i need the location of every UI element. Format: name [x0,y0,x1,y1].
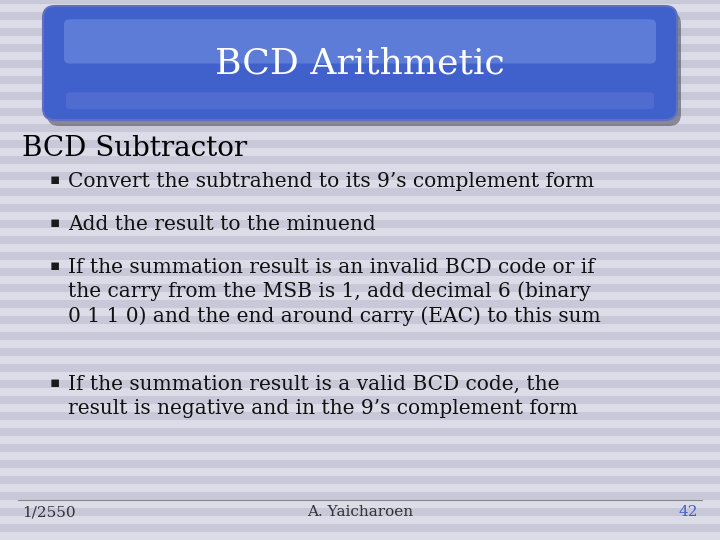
Bar [0,44,720,52]
Text: 1/2550: 1/2550 [22,505,76,519]
Bar [0,76,720,84]
Text: BCD Arithmetic: BCD Arithmetic [215,46,505,80]
Bar [0,252,720,260]
Bar [0,268,720,276]
Text: 42: 42 [678,505,698,519]
FancyBboxPatch shape [47,12,681,126]
Bar [0,508,720,516]
Bar [0,260,720,268]
Bar [0,500,720,508]
Bar [0,92,720,100]
Bar [0,12,720,20]
Bar [0,420,720,428]
Bar [0,324,720,332]
Bar [0,236,720,244]
Bar [0,492,720,500]
Bar [0,100,720,108]
Bar [0,380,720,388]
Bar [0,20,720,28]
Text: If the summation result is an invalid BCD code or if
the carry from the MSB is 1: If the summation result is an invalid BC… [68,258,600,326]
Bar [0,372,720,380]
Bar [0,52,720,60]
Bar [0,140,720,148]
Bar [0,132,720,140]
Text: Add the result to the minuend: Add the result to the minuend [68,215,376,234]
Bar [0,124,720,132]
FancyBboxPatch shape [64,19,656,64]
Bar [0,164,720,172]
Bar [0,428,720,436]
Bar [0,452,720,460]
Bar [0,60,720,68]
Bar [0,348,720,356]
Bar [0,532,720,540]
Bar [0,468,720,476]
Bar [0,172,720,180]
Bar [0,516,720,524]
Text: A. Yaicharoen: A. Yaicharoen [307,505,413,519]
Bar [0,292,720,300]
Bar [0,4,720,12]
Bar [0,300,720,308]
Bar [0,284,720,292]
Bar [0,340,720,348]
Bar [0,276,720,284]
Text: ▪: ▪ [50,258,60,273]
Bar [0,412,720,420]
Text: BCD Subtractor: BCD Subtractor [22,135,247,162]
Bar [0,212,720,220]
Bar [0,180,720,188]
Bar [0,188,720,196]
Bar [0,156,720,164]
Text: ▪: ▪ [50,215,60,230]
Bar [0,316,720,324]
Bar [0,396,720,404]
Bar [0,68,720,76]
Bar [0,204,720,212]
Bar [0,484,720,492]
FancyBboxPatch shape [43,6,677,120]
Text: ▪: ▪ [50,375,60,390]
Bar [0,356,720,364]
Text: ▪: ▪ [50,172,60,187]
Bar [0,308,720,316]
Bar [0,228,720,236]
Bar [0,436,720,444]
Bar [0,476,720,484]
Bar [0,524,720,532]
Bar [0,196,720,204]
Bar [0,148,720,156]
Bar [0,28,720,36]
Bar [0,220,720,228]
Bar [0,84,720,92]
Text: Convert the subtrahend to its 9’s complement form: Convert the subtrahend to its 9’s comple… [68,172,594,191]
Bar [0,364,720,372]
Bar [0,444,720,452]
Text: If the summation result is a valid BCD code, the
result is negative and in the 9: If the summation result is a valid BCD c… [68,375,578,417]
Bar [0,0,720,4]
Bar [0,36,720,44]
Bar [0,108,720,116]
Bar [0,388,720,396]
Bar [0,460,720,468]
Bar [0,404,720,412]
Bar [0,116,720,124]
Bar [0,244,720,252]
Bar [0,332,720,340]
FancyBboxPatch shape [66,92,654,109]
